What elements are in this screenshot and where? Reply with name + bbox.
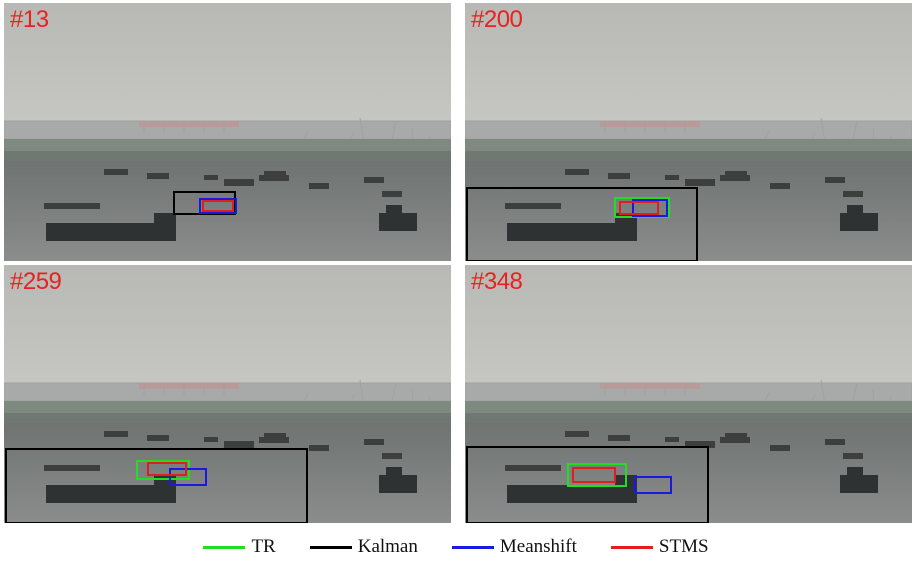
kalman-box: [466, 187, 698, 261]
legend-swatch-stms: [610, 545, 653, 549]
stms-box: [202, 200, 234, 212]
legend-swatch-meanshift: [451, 545, 494, 549]
frame-200-panel: #200: [465, 3, 912, 261]
stms-box: [572, 467, 616, 483]
frame-348-image: [465, 265, 912, 523]
legend-swatch-tr: [203, 545, 246, 549]
kalman-box: [466, 446, 709, 523]
meanshift-box: [632, 199, 668, 217]
legend-label: STMS: [658, 536, 709, 557]
frame-label: #259: [10, 268, 62, 295]
legend: TR Kalman Meanshift STMS: [0, 534, 912, 560]
frame-label: #348: [471, 268, 523, 295]
frame-label: #13: [10, 6, 49, 33]
legend-item-stms: STMS: [610, 536, 709, 558]
meanshift-box: [634, 476, 672, 494]
legend-item-tr: TR: [203, 536, 276, 558]
meanshift-box: [199, 198, 237, 214]
frame-259-panel: #259: [4, 265, 451, 523]
legend-label: Meanshift: [499, 536, 577, 557]
frame-348-panel: #348: [465, 265, 912, 523]
frame-13-image: [4, 3, 451, 261]
legend-item-meanshift: Meanshift: [451, 536, 577, 558]
meanshift-box: [169, 468, 207, 486]
tr-box: [567, 463, 627, 487]
legend-label: TR: [251, 536, 276, 557]
frame-259-image: [4, 265, 451, 523]
stms-box: [147, 462, 187, 476]
stms-box: [619, 201, 659, 215]
frame-13-panel: #13: [4, 3, 451, 261]
frame-label: #200: [471, 6, 523, 33]
frame-200-image: [465, 3, 912, 261]
legend-item-kalman: Kalman: [309, 536, 418, 558]
kalman-box: [5, 448, 308, 523]
legend-swatch-kalman: [309, 545, 352, 549]
legend-label: Kalman: [357, 536, 418, 557]
